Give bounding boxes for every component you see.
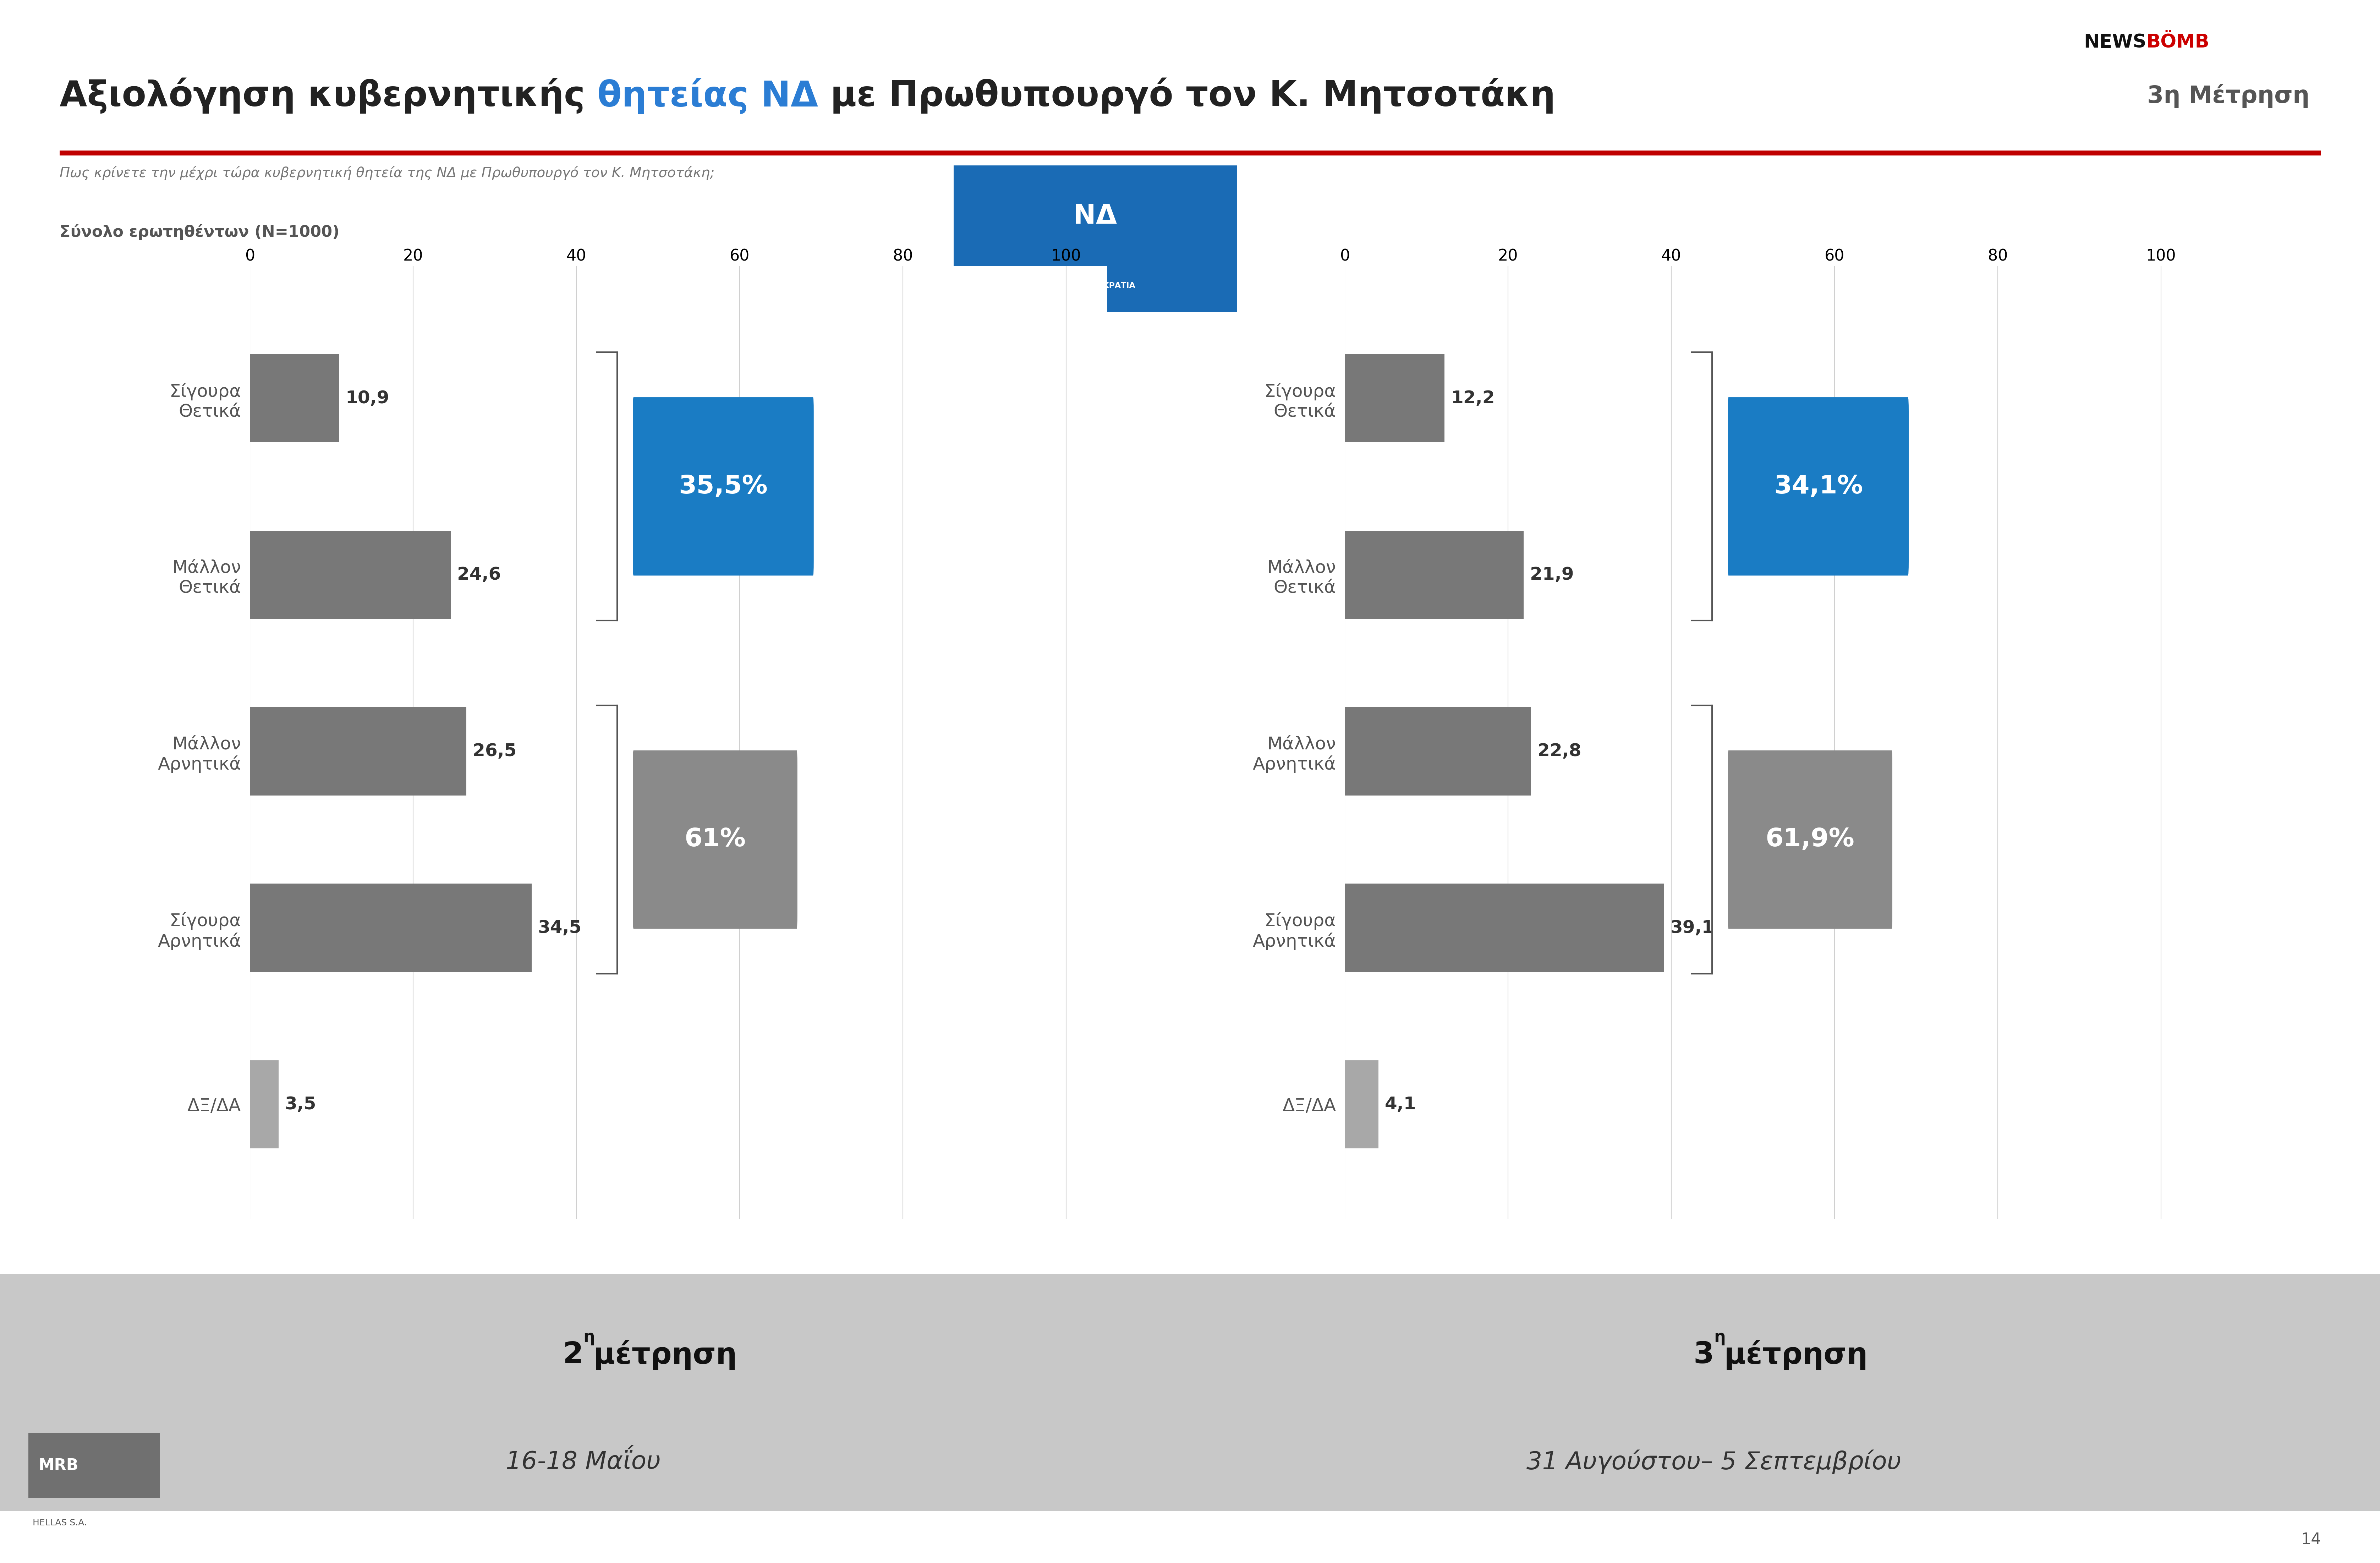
Bar bbox=[250, 353, 338, 442]
Text: NEWS: NEWS bbox=[2082, 33, 2147, 52]
FancyBboxPatch shape bbox=[633, 750, 797, 928]
Text: 3,5: 3,5 bbox=[286, 1096, 317, 1113]
Text: 26,5: 26,5 bbox=[474, 742, 516, 760]
Text: 35,5%: 35,5% bbox=[678, 474, 769, 499]
Bar bbox=[1345, 1060, 1378, 1149]
Bar bbox=[1345, 706, 1530, 796]
Text: θητείας ΝΔ: θητείας ΝΔ bbox=[597, 78, 819, 114]
Text: 61%: 61% bbox=[685, 827, 745, 852]
Text: ΝΔ: ΝΔ bbox=[1073, 203, 1116, 230]
Bar bbox=[250, 530, 450, 619]
Bar bbox=[1345, 530, 1523, 619]
Text: Πως κρίνετε την μέχρι τώρα κυβερνητική θητεία της ΝΔ με Πρωθυπουργό τον Κ. Μητσο: Πως κρίνετε την μέχρι τώρα κυβερνητική θ… bbox=[60, 166, 714, 180]
FancyBboxPatch shape bbox=[1728, 397, 1909, 575]
Text: 3η Μέτρηση: 3η Μέτρηση bbox=[2147, 84, 2309, 108]
Text: 39,1: 39,1 bbox=[1671, 919, 1714, 936]
Text: BÖMB: BÖMB bbox=[2147, 33, 2209, 52]
Text: Αξιολόγηση κυβερνητικής: Αξιολόγηση κυβερνητικής bbox=[60, 78, 597, 114]
Text: 21,9: 21,9 bbox=[1530, 566, 1573, 583]
Text: η: η bbox=[1714, 1330, 1725, 1346]
Text: 3: 3 bbox=[1692, 1341, 1714, 1369]
Bar bbox=[0, 1511, 2380, 1563]
Text: 2: 2 bbox=[562, 1341, 583, 1369]
Text: μέτρηση: μέτρηση bbox=[583, 1339, 738, 1369]
Text: 22,8: 22,8 bbox=[1537, 742, 1580, 760]
Text: MRB: MRB bbox=[38, 1458, 79, 1472]
Text: 10,9: 10,9 bbox=[345, 389, 390, 406]
FancyBboxPatch shape bbox=[1728, 750, 1892, 928]
Text: ΝΕΑ ΔΗΜΟΚΡΑΤΙΑ: ΝΕΑ ΔΗΜΟΚΡΑΤΙΑ bbox=[1054, 283, 1135, 289]
Text: 34,1%: 34,1% bbox=[1773, 474, 1864, 499]
Bar bbox=[1345, 353, 1445, 442]
Bar bbox=[29, 1433, 159, 1497]
Bar bbox=[1345, 883, 1664, 972]
Bar bbox=[250, 883, 531, 972]
Text: 16-18 Μαΐου: 16-18 Μαΐου bbox=[505, 1449, 662, 1474]
Text: 14: 14 bbox=[2301, 1532, 2320, 1547]
Text: η: η bbox=[583, 1330, 595, 1346]
Text: 61,9%: 61,9% bbox=[1766, 827, 1854, 852]
Text: 31 Αυγούστου– 5 Σεπτεμβρίου: 31 Αυγούστου– 5 Σεπτεμβρίου bbox=[1526, 1449, 1902, 1474]
Text: 34,5: 34,5 bbox=[538, 919, 581, 936]
Text: 12,2: 12,2 bbox=[1452, 389, 1495, 406]
Bar bbox=[250, 706, 466, 796]
Text: 4,1: 4,1 bbox=[1385, 1096, 1416, 1113]
Text: με Πρωθυπουργό τον Κ. Μητσοτάκη: με Πρωθυπουργό τον Κ. Μητσοτάκη bbox=[819, 78, 1554, 114]
Text: 24,6: 24,6 bbox=[457, 566, 500, 583]
Text: μέτρηση: μέτρηση bbox=[1714, 1339, 1868, 1369]
Text: Σύνολο ερωτηθέντων (Ν=1000): Σύνολο ερωτηθέντων (Ν=1000) bbox=[60, 224, 340, 241]
Text: HELLAS S.A.: HELLAS S.A. bbox=[33, 1519, 86, 1527]
FancyBboxPatch shape bbox=[633, 397, 814, 575]
Bar bbox=[250, 1060, 278, 1149]
